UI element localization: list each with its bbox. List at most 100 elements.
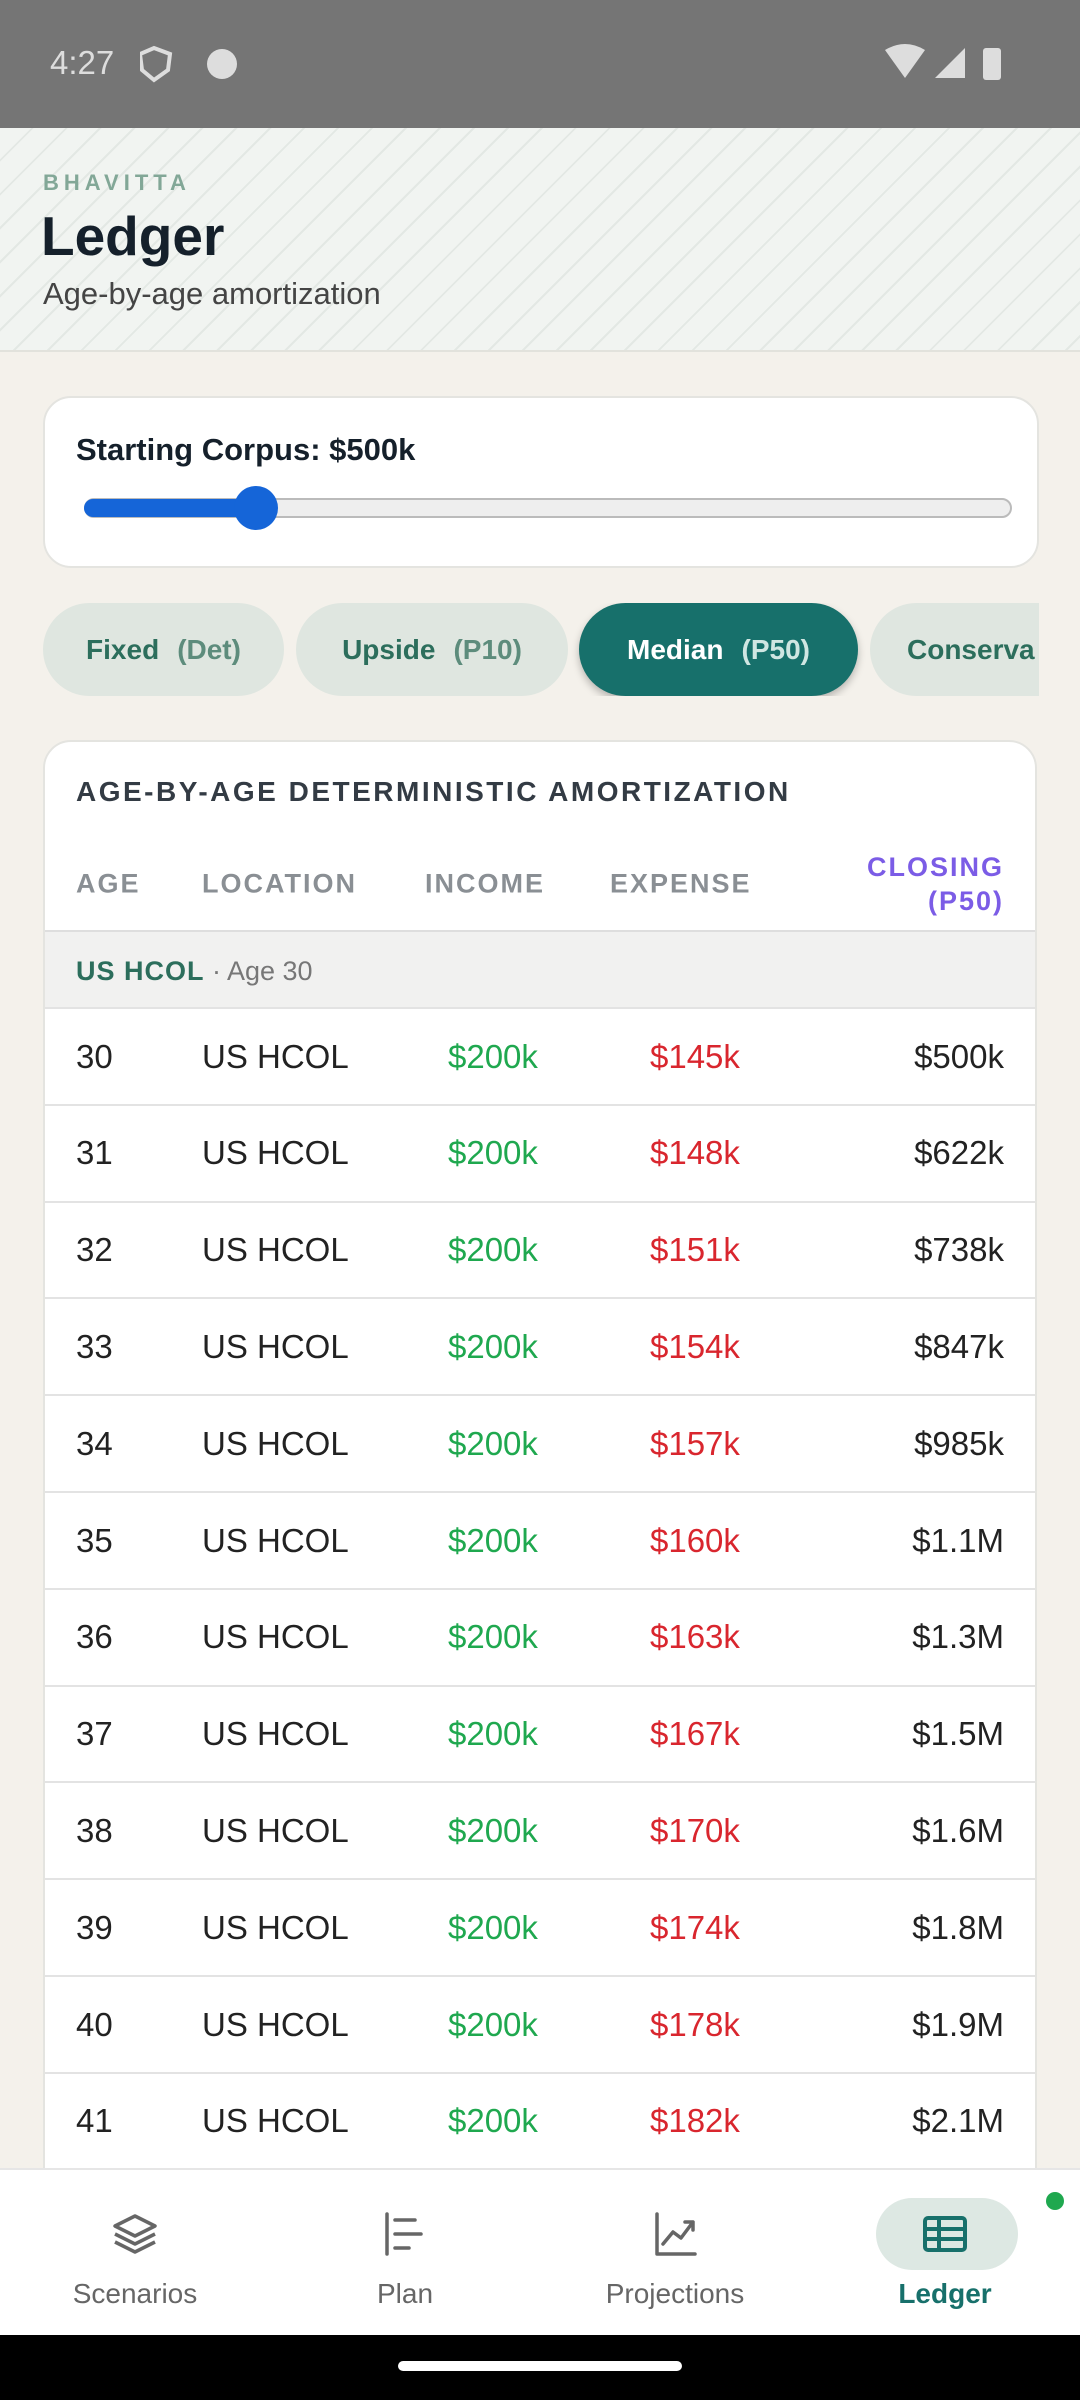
nav-item[interactable]: Projections — [540, 2170, 810, 2337]
ledger-row: 31 US HCOL $200k $148k $622k — [45, 1103, 1035, 1201]
scenario-tab[interactable]: Median (P50) — [579, 603, 858, 696]
location-cell: US HCOL — [202, 1618, 349, 1656]
income-cell: $200k — [448, 1908, 538, 1946]
location-cell: US HCOL — [202, 1521, 349, 1559]
nav-label: Ledger — [898, 2278, 992, 2309]
income-cell: $200k — [448, 1618, 538, 1656]
column-header: LOCATION — [202, 868, 357, 899]
rows: 30 US HCOL $200k $145k $500k 31 US HCOL $200k $1… — [45, 1007, 1035, 2400]
scenario-tab[interactable]: Conserva — [870, 603, 1039, 696]
expense-cell: $174k — [650, 1908, 740, 1946]
age-cell: 39 — [76, 1908, 113, 1946]
system-icons — [885, 44, 1001, 80]
scenario-tab[interactable]: Upside (P10) — [296, 603, 568, 696]
location-cell: US HCOL — [202, 1037, 349, 1075]
closing-cell: $1.6M — [912, 1811, 1004, 1849]
income-cell: $200k — [448, 1327, 538, 1365]
column-header-text: (P50) — [927, 886, 1004, 916]
closing-cell: $847k — [914, 1327, 1004, 1365]
closing-cell: $622k — [914, 1134, 1004, 1172]
tab-tag: (P50) — [741, 633, 810, 665]
scenario-tabs: Fixed (Det) Upside (P10) Median (P50) Conserva — [43, 603, 1039, 696]
group-row: US HCOL · Age 30 — [45, 930, 1035, 1007]
brand: BHAVITTA — [43, 170, 191, 195]
nav-icon — [921, 2210, 969, 2258]
age-cell: 38 — [76, 1811, 113, 1849]
income-cell: $200k — [448, 1134, 538, 1172]
expense-cell: $167k — [650, 1715, 740, 1753]
nav-icon-svg — [113, 2214, 157, 2254]
tab-tag: (P10) — [453, 633, 522, 665]
ledger-row: 36 US HCOL $200k $163k $1.3M — [45, 1587, 1035, 1685]
expense-cell: $154k — [650, 1327, 740, 1365]
expense-cell: $157k — [650, 1424, 740, 1462]
expense-cell: $178k — [650, 2005, 740, 2043]
tab-name: Conserva — [907, 633, 1035, 665]
income-cell: $200k — [448, 1424, 538, 1462]
column-headers: AGE LOCATION INCOME EXPENSE CLOSING (P50) — [45, 838, 1035, 930]
location-cell: US HCOL — [202, 1908, 349, 1946]
closing-cell: $1.3M — [912, 1618, 1004, 1656]
expense-cell: $182k — [650, 2102, 740, 2140]
closing-cell: $500k — [914, 1037, 1004, 1075]
age-cell: 32 — [76, 1231, 113, 1269]
expense-cell: $145k — [650, 1037, 740, 1075]
closing-cell: $1.5M — [912, 1715, 1004, 1753]
ledger-row: 39 US HCOL $200k $174k $1.8M — [45, 1878, 1035, 1975]
age-cell: 41 — [76, 2102, 113, 2140]
location-cell: US HCOL — [202, 1134, 349, 1172]
age-cell: 31 — [76, 1134, 113, 1172]
income-cell: $200k — [448, 1037, 538, 1075]
expense-cell: $170k — [650, 1811, 740, 1849]
ledger-row: 37 US HCOL $200k $167k $1.5M — [45, 1684, 1035, 1782]
closing-cell: $738k — [914, 1231, 1004, 1269]
tab-tag: (Det) — [177, 633, 241, 665]
nav-icon — [651, 2210, 699, 2258]
active-indicator — [876, 2198, 1018, 2270]
ledger-row: 38 US HCOL $200k $170k $1.6M — [45, 1781, 1035, 1878]
location-cell: US HCOL — [202, 1424, 349, 1462]
closing-cell: $1.9M — [912, 2005, 1004, 2043]
subtitle: Age-by-age amortization — [43, 276, 381, 311]
table-title: AGE-BY-AGE DETERMINISTIC AMORTIZATION — [76, 776, 791, 807]
nav-item[interactable]: Plan — [270, 2170, 540, 2337]
ledger-row: 32 US HCOL $200k $151k $738k — [45, 1200, 1035, 1298]
tab-name: Median — [627, 633, 724, 665]
nav-icon — [111, 2210, 159, 2258]
nav-icon-svg — [385, 2212, 423, 2256]
column-header: EXPENSE — [610, 868, 752, 899]
age-cell: 40 — [76, 2005, 113, 2043]
clock: 4:27 — [50, 44, 115, 81]
expense-cell: $160k — [650, 1521, 740, 1559]
nav-item[interactable]: Ledger — [810, 2170, 1080, 2337]
income-cell: $200k — [448, 1521, 538, 1559]
column-header: AGE — [76, 868, 141, 899]
ledger-card: AGE-BY-AGE DETERMINISTIC AMORTIZATION AG… — [43, 740, 1037, 2400]
tab-name: Upside — [342, 633, 436, 665]
corpus-card: Starting Corpus: $500k — [43, 396, 1039, 568]
ledger-row: 30 US HCOL $200k $145k $500k — [45, 1007, 1035, 1104]
age-cell: 33 — [76, 1327, 113, 1365]
bottom-nav: Scenarios Plan Projections Ledger — [0, 2168, 1080, 2335]
income-cell: $200k — [448, 1811, 538, 1849]
location-cell: US HCOL — [202, 1715, 349, 1753]
gesture-area — [0, 2335, 1080, 2400]
scenario-tab[interactable]: Fixed (Det) — [43, 603, 284, 696]
nav-item[interactable]: Scenarios — [0, 2170, 270, 2337]
expense-cell: $163k — [650, 1618, 740, 1656]
nav-icon — [381, 2210, 429, 2258]
slider-thumb[interactable] — [234, 486, 278, 530]
closing-cell: $985k — [914, 1424, 1004, 1462]
nav-label: Scenarios — [72, 2278, 198, 2309]
ledger-row: 33 US HCOL $200k $154k $847k — [45, 1297, 1035, 1394]
ledger-row: 41 US HCOL $200k $182k $2.1M — [45, 2071, 1035, 2169]
slider-fill — [84, 499, 256, 517]
closing-cell: $1.1M — [912, 1521, 1004, 1559]
closing-cell: $2.1M — [912, 2102, 1004, 2140]
age-cell: 30 — [76, 1037, 113, 1075]
column-header: CLOSING (P50) — [867, 850, 1004, 918]
location-cell: US HCOL — [202, 1327, 349, 1365]
nav-icon-svg — [655, 2212, 697, 2256]
location-cell: US HCOL — [202, 2005, 349, 2043]
